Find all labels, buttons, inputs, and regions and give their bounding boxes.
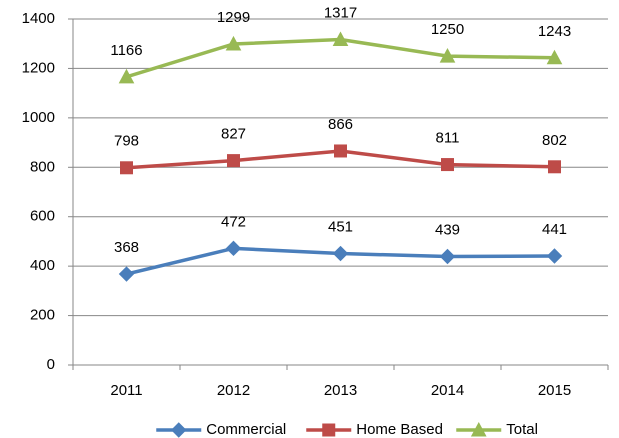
y-tick-label: 200 <box>30 307 55 324</box>
data-label: 451 <box>328 219 353 236</box>
data-point <box>120 161 133 175</box>
legend-label: Home Based <box>356 421 443 438</box>
data-label: 827 <box>221 126 246 143</box>
x-tick-label: 2012 <box>217 382 250 399</box>
y-tick-label: 1200 <box>22 59 55 76</box>
y-tick-label: 400 <box>30 257 55 274</box>
x-tick-label: 2013 <box>324 382 357 399</box>
data-point <box>118 68 135 84</box>
data-label: 368 <box>114 239 139 256</box>
data-point <box>441 158 454 172</box>
data-point <box>439 248 456 265</box>
data-label: 866 <box>328 116 353 133</box>
y-tick-label: 0 <box>47 356 55 373</box>
y-tick-label: 1000 <box>22 109 55 126</box>
data-point <box>439 48 456 63</box>
data-point <box>225 35 242 51</box>
data-point <box>332 245 349 262</box>
legend-marker <box>470 421 487 437</box>
data-label: 1317 <box>324 4 357 21</box>
legend-marker <box>322 423 336 437</box>
data-label: 1299 <box>217 9 250 26</box>
y-tick-label: 800 <box>30 158 55 175</box>
x-tick-label: 2014 <box>431 382 464 399</box>
legend-label: Total <box>506 421 538 438</box>
data-point <box>332 31 349 47</box>
data-point <box>227 154 240 168</box>
data-label: 441 <box>542 221 567 238</box>
data-label: 1243 <box>538 23 571 40</box>
data-point <box>118 266 135 282</box>
x-tick-label: 2011 <box>110 382 142 399</box>
data-point <box>548 160 561 174</box>
data-label: 1250 <box>431 21 464 38</box>
data-point <box>546 248 563 264</box>
legend-label: Commercial <box>206 421 286 438</box>
data-label: 1166 <box>110 42 142 59</box>
data-point <box>546 49 563 65</box>
data-label: 798 <box>114 133 139 150</box>
data-label: 472 <box>221 213 246 230</box>
x-tick-label: 2015 <box>538 382 571 399</box>
y-tick-label: 1400 <box>22 10 55 27</box>
data-label: 439 <box>435 221 460 238</box>
data-label: 811 <box>436 130 460 147</box>
data-point <box>334 144 347 158</box>
y-tick-label: 600 <box>30 208 55 225</box>
legend-marker <box>171 422 187 438</box>
data-point <box>225 240 242 257</box>
data-label: 802 <box>542 132 567 149</box>
